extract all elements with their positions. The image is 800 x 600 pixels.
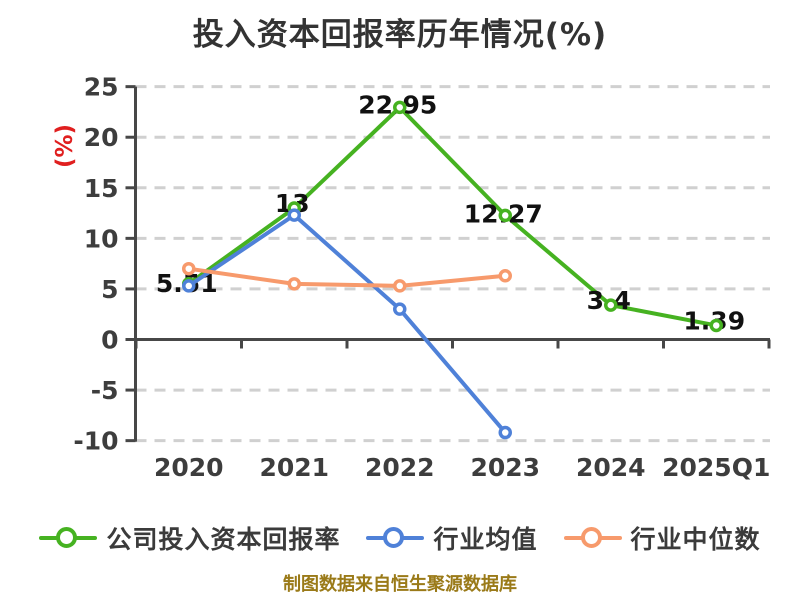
industry-average-point xyxy=(287,208,301,222)
industry-average-line xyxy=(186,213,508,435)
company-roic-point xyxy=(393,100,407,115)
legend-item-company-roic[interactable]: 公司投入资本回报率 xyxy=(39,520,340,556)
industry-median-line xyxy=(186,266,508,288)
x-tick-label: 2023 xyxy=(470,453,540,482)
company-roic-point xyxy=(604,298,618,312)
industry-median-point xyxy=(182,261,196,276)
x-tick-label: 2022 xyxy=(365,453,435,482)
legend-item-industry-average[interactable]: 行业均值 xyxy=(366,520,537,556)
legend-dot xyxy=(56,527,78,548)
industry-average-point xyxy=(393,302,407,316)
y-axis-unit-label: (%) xyxy=(52,124,78,168)
y-tick-label: 5 xyxy=(101,275,118,304)
legend-marker-orange-icon xyxy=(563,527,622,549)
x-tick-label: 2021 xyxy=(259,453,329,482)
y-tick-label: 0 xyxy=(101,326,118,355)
company-roic-point xyxy=(709,318,723,333)
x-tick-label: 2024 xyxy=(576,453,646,482)
industry-average-point xyxy=(498,425,512,440)
legend-dot xyxy=(383,527,405,548)
x-tick-label: 2020 xyxy=(154,453,224,482)
industry-average-point xyxy=(182,279,196,293)
legend-label-industry-median: 行业中位数 xyxy=(630,525,761,554)
legend-item-industry-median[interactable]: 行业中位数 xyxy=(563,520,761,556)
chart-title: 投入资本回报率历年情况(%) xyxy=(192,17,608,53)
x-tick-label: 2025Q1 xyxy=(662,453,770,482)
legend-marker-green-icon xyxy=(39,527,98,549)
y-tick-label: -10 xyxy=(73,427,118,456)
y-tick-label: 25 xyxy=(84,73,119,102)
company-roic-line xyxy=(186,105,719,328)
industry-median-point xyxy=(393,279,407,293)
legend-dot xyxy=(580,527,602,548)
company-roic-point xyxy=(498,208,512,223)
legend-label-company-roic: 公司投入资本回报率 xyxy=(106,525,341,554)
y-tick-label: 15 xyxy=(84,174,119,203)
chart-legend: 公司投入资本回报率 行业均值 行业中位数 xyxy=(0,520,800,556)
data-source-note: 制图数据来自恒生聚源数据库 xyxy=(283,574,517,595)
legend-label-industry-average: 行业均值 xyxy=(433,525,538,554)
y-tick-label: 20 xyxy=(84,123,119,152)
legend-marker-blue-icon xyxy=(366,527,425,549)
industry-median-point xyxy=(287,277,301,291)
y-tick-label: 10 xyxy=(84,224,119,253)
y-tick-label: -5 xyxy=(91,376,119,405)
industry-median-point xyxy=(498,269,512,283)
